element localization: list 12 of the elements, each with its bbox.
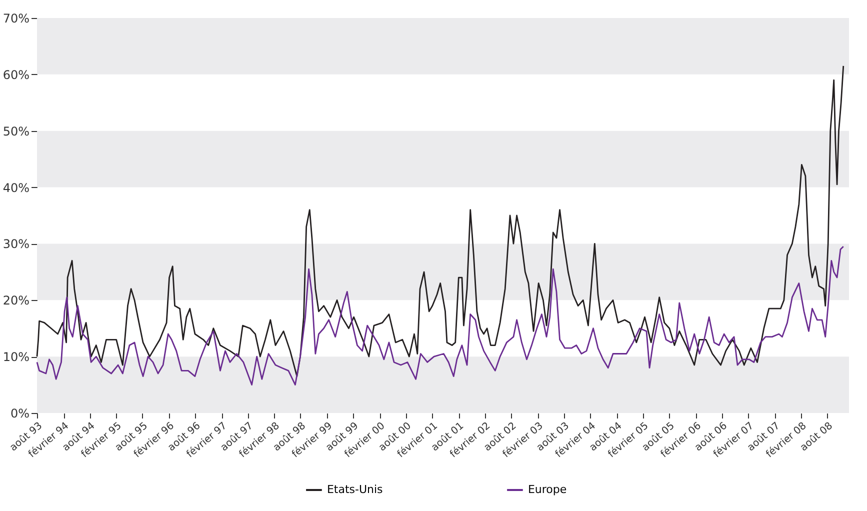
line-series	[36, 65, 844, 378]
legend-label: Etats-Unis	[326, 483, 384, 496]
y-tick-label: 20%	[2, 294, 30, 308]
y-tick-label: 50%	[2, 124, 30, 138]
line-series	[36, 246, 844, 386]
y-tick-label: 30%	[2, 237, 30, 252]
legend-label: Europe	[528, 483, 567, 496]
y-tick-label: 60%	[2, 68, 30, 82]
y-tick-label: 0%	[10, 406, 30, 420]
y-tick-label: 10%	[2, 350, 30, 364]
y-tick-label: 70%	[2, 12, 30, 26]
y-tick-label: 40%	[2, 180, 30, 195]
